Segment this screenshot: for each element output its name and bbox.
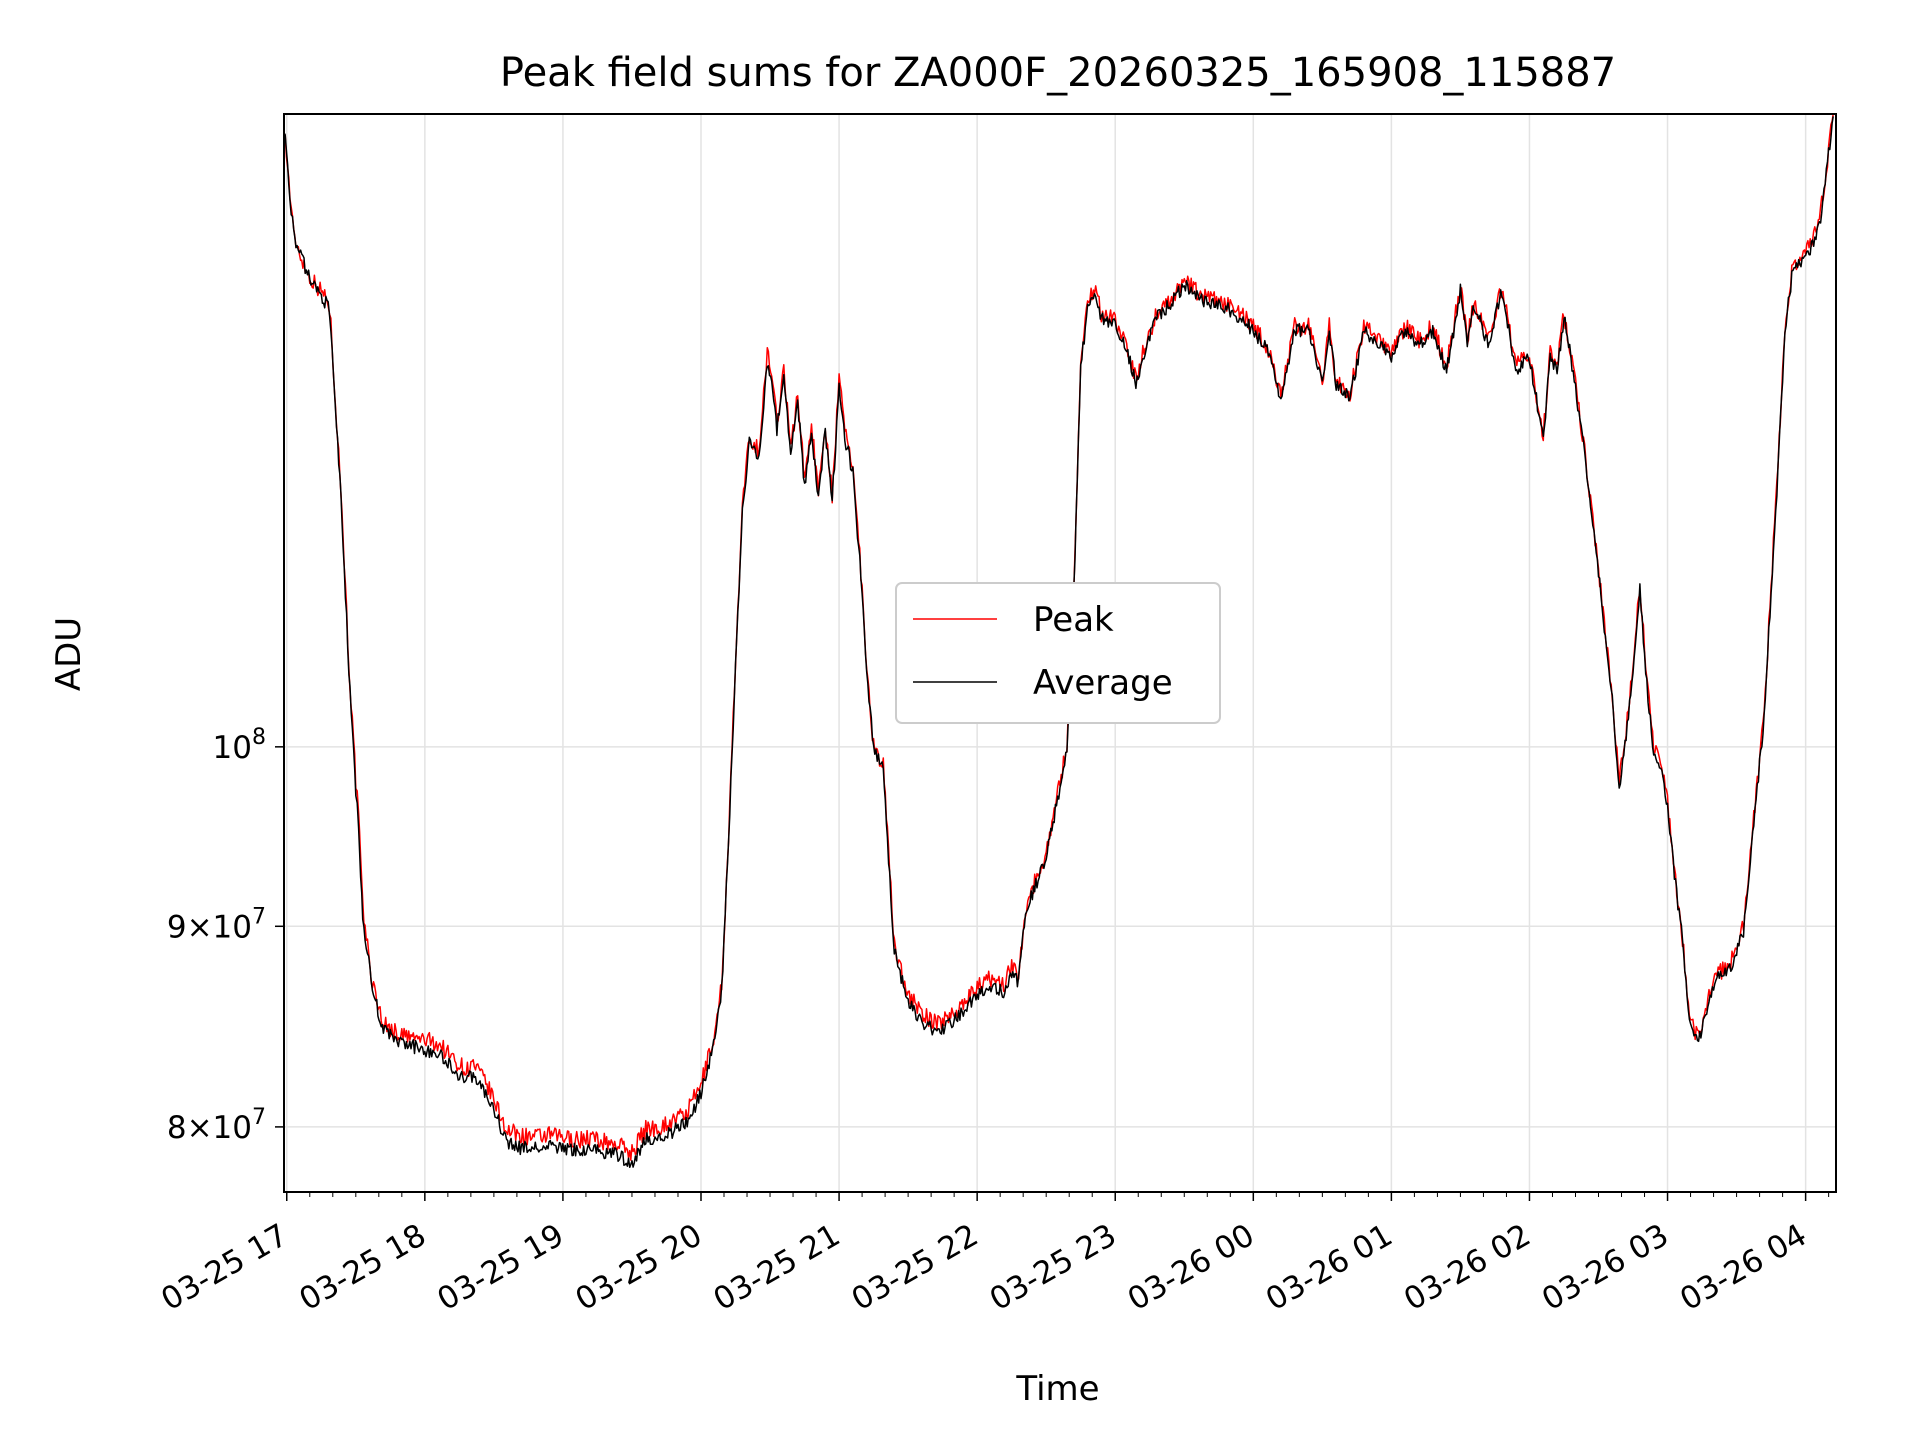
legend-label-peak: Peak xyxy=(1033,600,1114,640)
y-axis: 8×107 9×107 108 xyxy=(167,725,284,1146)
series-line-average xyxy=(284,116,1834,1169)
plot-area xyxy=(284,114,1834,1169)
series-line-peak xyxy=(284,114,1834,1161)
chart-title: Peak field sums for ZA000F_20260325_1659… xyxy=(500,50,1616,96)
legend-box xyxy=(895,582,1221,724)
plot-frame xyxy=(283,113,1837,1193)
legend-label-average: Average xyxy=(1033,663,1173,703)
y-tick-label: 8×107 xyxy=(167,1105,266,1146)
y-tick-label: 9×107 xyxy=(167,904,266,945)
y-axis-title: ADU xyxy=(49,617,89,691)
grid xyxy=(284,114,1836,1192)
series-layer xyxy=(284,114,1834,1169)
x-axis-title: Time xyxy=(1015,1369,1099,1409)
legend: Peak Average xyxy=(895,582,1221,724)
y-tick-label: 108 xyxy=(213,725,266,766)
